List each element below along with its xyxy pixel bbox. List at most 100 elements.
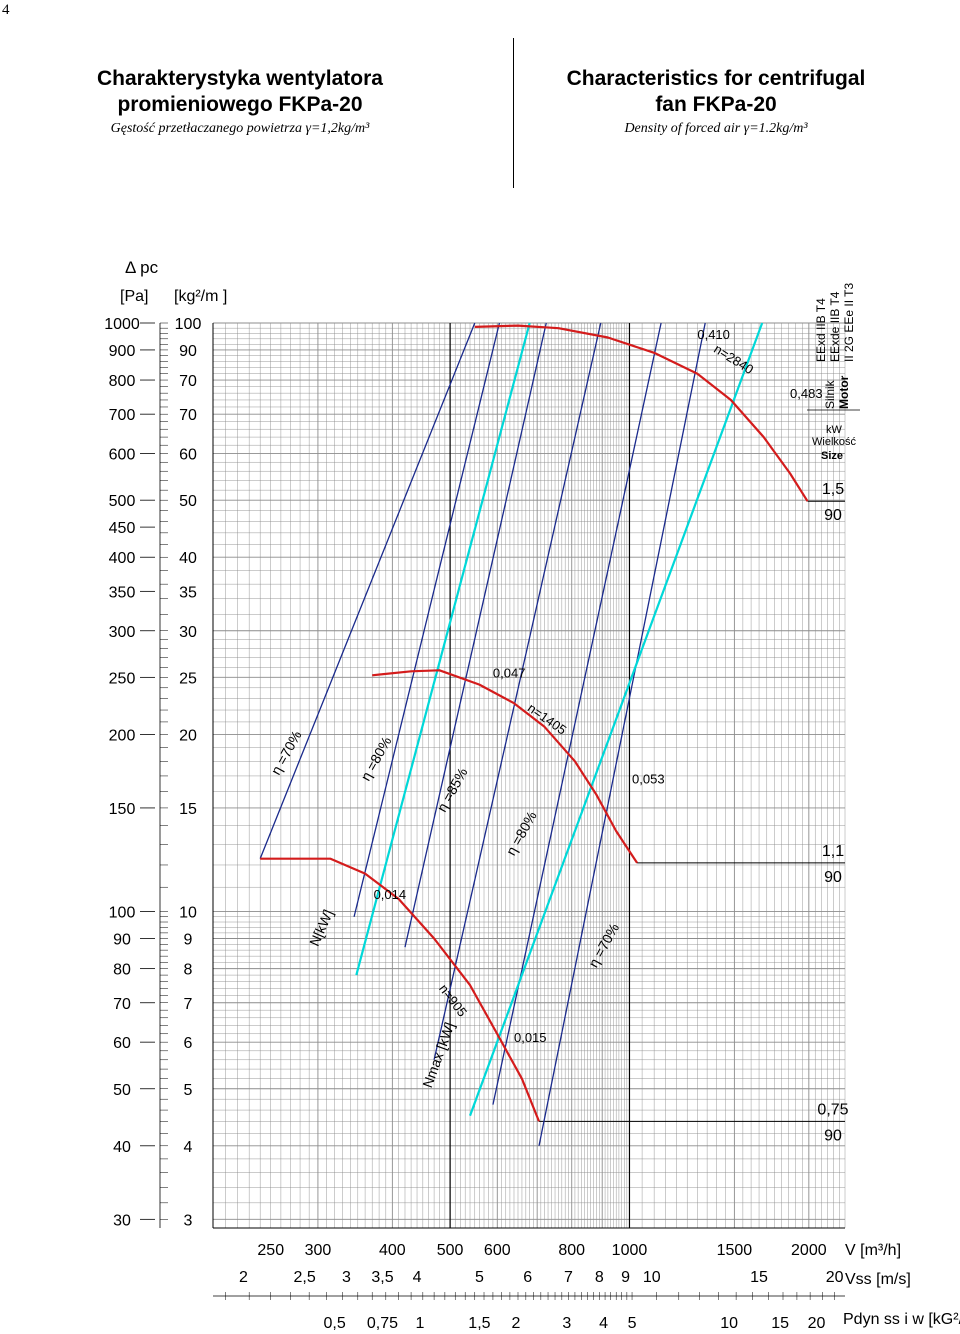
x-tick-label-velocity: 6	[523, 1269, 532, 1286]
x-tick-label-velocity: 5	[475, 1269, 484, 1286]
x-tick-label-velocity: 10	[643, 1269, 661, 1286]
x-tick-label-dynamic: 5	[628, 1315, 637, 1332]
x-axis-label-flow: V [m³/h]	[845, 1242, 901, 1259]
x-tick-label-flow: 400	[379, 1242, 406, 1259]
y-axis-title: Δ pc	[125, 258, 159, 277]
speed-curve	[372, 669, 639, 864]
y-tick-label-pa: 80	[113, 962, 131, 979]
page-number: 4	[2, 2, 10, 18]
motor-legend-size: Size	[821, 450, 843, 462]
y-tick-label-pa: 350	[109, 584, 136, 601]
power-label: 0,014	[374, 887, 407, 902]
y-tick-label-kg: 10	[179, 905, 197, 922]
y-tick-label-kg: 60	[179, 447, 197, 464]
speed-label: n=1405	[525, 700, 569, 737]
x-axis-label-velocity: Vss [m/s]	[845, 1271, 911, 1288]
y-tick-label-pa: 250	[109, 670, 136, 687]
y-tick-label-kg: 25	[179, 670, 197, 687]
y-tick-label-pa: 800	[109, 373, 136, 390]
speed-curve	[260, 857, 541, 1122]
x-tick-label-flow: 500	[437, 1242, 464, 1259]
x-tick-label-dynamic: 20	[808, 1315, 826, 1332]
header-divider	[513, 38, 514, 188]
y-tick-label-pa: 50	[113, 1082, 131, 1099]
x-tick-label-flow: 800	[558, 1242, 585, 1259]
x-tick-label-velocity: 9	[621, 1269, 630, 1286]
y-tick-label-kg: 8	[184, 962, 193, 979]
y-tick-label-kg: 70	[179, 407, 197, 424]
power-label: 0,053	[632, 772, 665, 787]
motor-legend-wielkosc: Wielkość	[812, 436, 857, 448]
y-tick-label-kg: 5	[184, 1082, 193, 1099]
motor-legend-standard: EExd IIB T4	[814, 298, 828, 362]
resistance-line	[404, 322, 547, 948]
y-tick-label-pa: 100	[109, 905, 136, 922]
x-tick-label-velocity: 8	[595, 1269, 604, 1286]
power-label: 0,015	[514, 1030, 547, 1045]
header-english: Characteristics for centrifugal fan FKPa…	[506, 66, 926, 139]
x-tick-label-velocity: 7	[564, 1269, 573, 1286]
y-axis-units-kg: [kg²/m ]	[174, 288, 227, 305]
motor-size-label: 90	[824, 869, 842, 886]
power-axis-label: N[kW]	[306, 907, 336, 948]
x-tick-label-flow: 600	[484, 1242, 511, 1259]
x-axis-label-dynamic: Pdyn ss i w [kG²/m ]	[843, 1311, 960, 1328]
pl-subtitle: Gęstość przetłaczanego powietrza γ=1,2kg…	[110, 121, 370, 136]
x-tick-label-dynamic: 4	[599, 1315, 608, 1332]
y-axis-units-pa: [Pa]	[120, 288, 148, 305]
x-tick-label-flow: 2000	[791, 1242, 827, 1259]
y-tick-label-kg: 35	[179, 584, 197, 601]
y-tick-label-kg: 9	[184, 932, 193, 949]
y-tick-label-pa: 1000	[104, 316, 140, 333]
x-tick-label-flow: 250	[257, 1242, 284, 1259]
y-tick-label-pa: 200	[109, 727, 136, 744]
y-tick-label-kg: 3	[184, 1212, 193, 1229]
y-tick-label-kg: 40	[179, 550, 197, 567]
power-label: 0,410	[697, 327, 730, 342]
y-tick-label-pa: 150	[109, 801, 136, 818]
resistance-line	[259, 322, 476, 859]
x-tick-label-velocity: 20	[826, 1269, 844, 1286]
y-tick-label-kg: 20	[179, 727, 197, 744]
y-tick-label-kg: 7	[184, 996, 193, 1013]
x-tick-label-velocity: 2	[239, 1269, 248, 1286]
x-tick-label-velocity: 4	[413, 1269, 422, 1286]
x-tick-label-dynamic: 2	[512, 1315, 521, 1332]
resistance-line	[353, 322, 501, 917]
x-tick-label-dynamic: 1	[415, 1315, 424, 1332]
power-label: 0,483	[790, 386, 823, 401]
en-title-line-2: fan FKPa-20	[655, 93, 777, 116]
motor-kw-label: 1,5	[822, 481, 844, 498]
en-title-line-1: Characteristics for centrifugal	[566, 67, 866, 90]
x-tick-label-dynamic: 1,5	[468, 1315, 490, 1332]
efficiency-line	[468, 322, 764, 1117]
x-tick-label-flow: 1000	[612, 1242, 648, 1259]
x-tick-label-velocity: 3,5	[371, 1269, 393, 1286]
motor-size-label: 90	[824, 1127, 842, 1144]
y-tick-label-pa: 70	[113, 996, 131, 1013]
y-tick-label-pa: 30	[113, 1212, 131, 1229]
y-tick-label-kg: 30	[179, 624, 197, 641]
y-tick-label-kg: 4	[184, 1139, 193, 1156]
speed-label: n=905	[436, 981, 470, 1019]
y-tick-label-pa: 600	[109, 447, 136, 464]
x-tick-label-dynamic: 0,5	[323, 1315, 345, 1332]
y-tick-label-kg: 6	[184, 1035, 193, 1052]
y-tick-label-pa: 40	[113, 1139, 131, 1156]
speed-curve	[474, 324, 809, 502]
motor-kw-label: 1,1	[822, 843, 844, 860]
x-tick-label-flow: 300	[305, 1242, 332, 1259]
y-tick-label-pa: 500	[109, 493, 136, 510]
en-subtitle: Density of forced air γ=1.2kg/m³	[624, 121, 808, 136]
resistance-line	[538, 322, 706, 1146]
y-tick-label-pa: 60	[113, 1035, 131, 1052]
grid	[212, 322, 846, 1228]
x-tick-label-dynamic: 10	[720, 1315, 738, 1332]
y-tick-label-kg: 100	[175, 316, 202, 333]
x-tick-label-velocity: 2,5	[294, 1269, 316, 1286]
pl-title-line-1: Charakterystyka wentylatora	[97, 67, 383, 90]
efficiency-label: η =80%	[503, 808, 540, 858]
efficiency-label: η =70%	[268, 728, 305, 778]
x-tick-label-dynamic: 15	[771, 1315, 789, 1332]
